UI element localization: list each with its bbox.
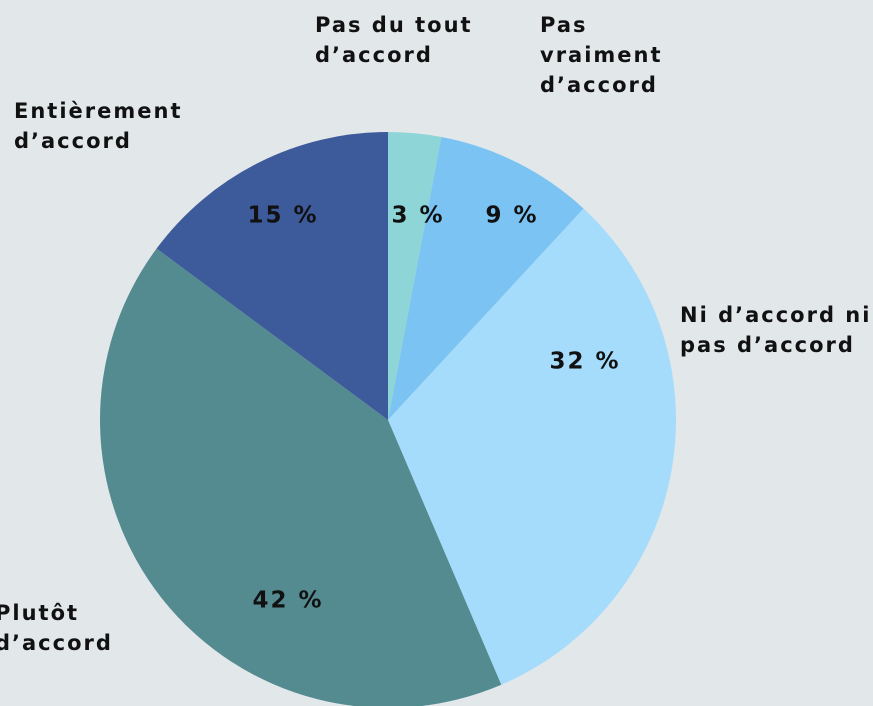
category-label: Pas vraiment d’accord	[540, 13, 663, 97]
value-label: 15 %	[247, 203, 318, 229]
pie-slice	[388, 132, 442, 420]
pie-slice	[156, 132, 388, 420]
pie-slice	[100, 248, 502, 706]
pie-slice	[388, 208, 677, 685]
value-label: 32 %	[549, 349, 620, 375]
category-label: Plutôt d’accord	[0, 601, 113, 655]
category-label: Entièrement d’accord	[14, 99, 183, 153]
category-label: Pas du tout d’accord	[315, 13, 473, 67]
value-label: 3 %	[391, 203, 444, 229]
category-label: Ni d’accord ni pas d’accord	[680, 303, 872, 357]
pie-slice	[388, 137, 584, 421]
value-label: 42 %	[252, 588, 323, 614]
value-label: 9 %	[485, 203, 538, 229]
